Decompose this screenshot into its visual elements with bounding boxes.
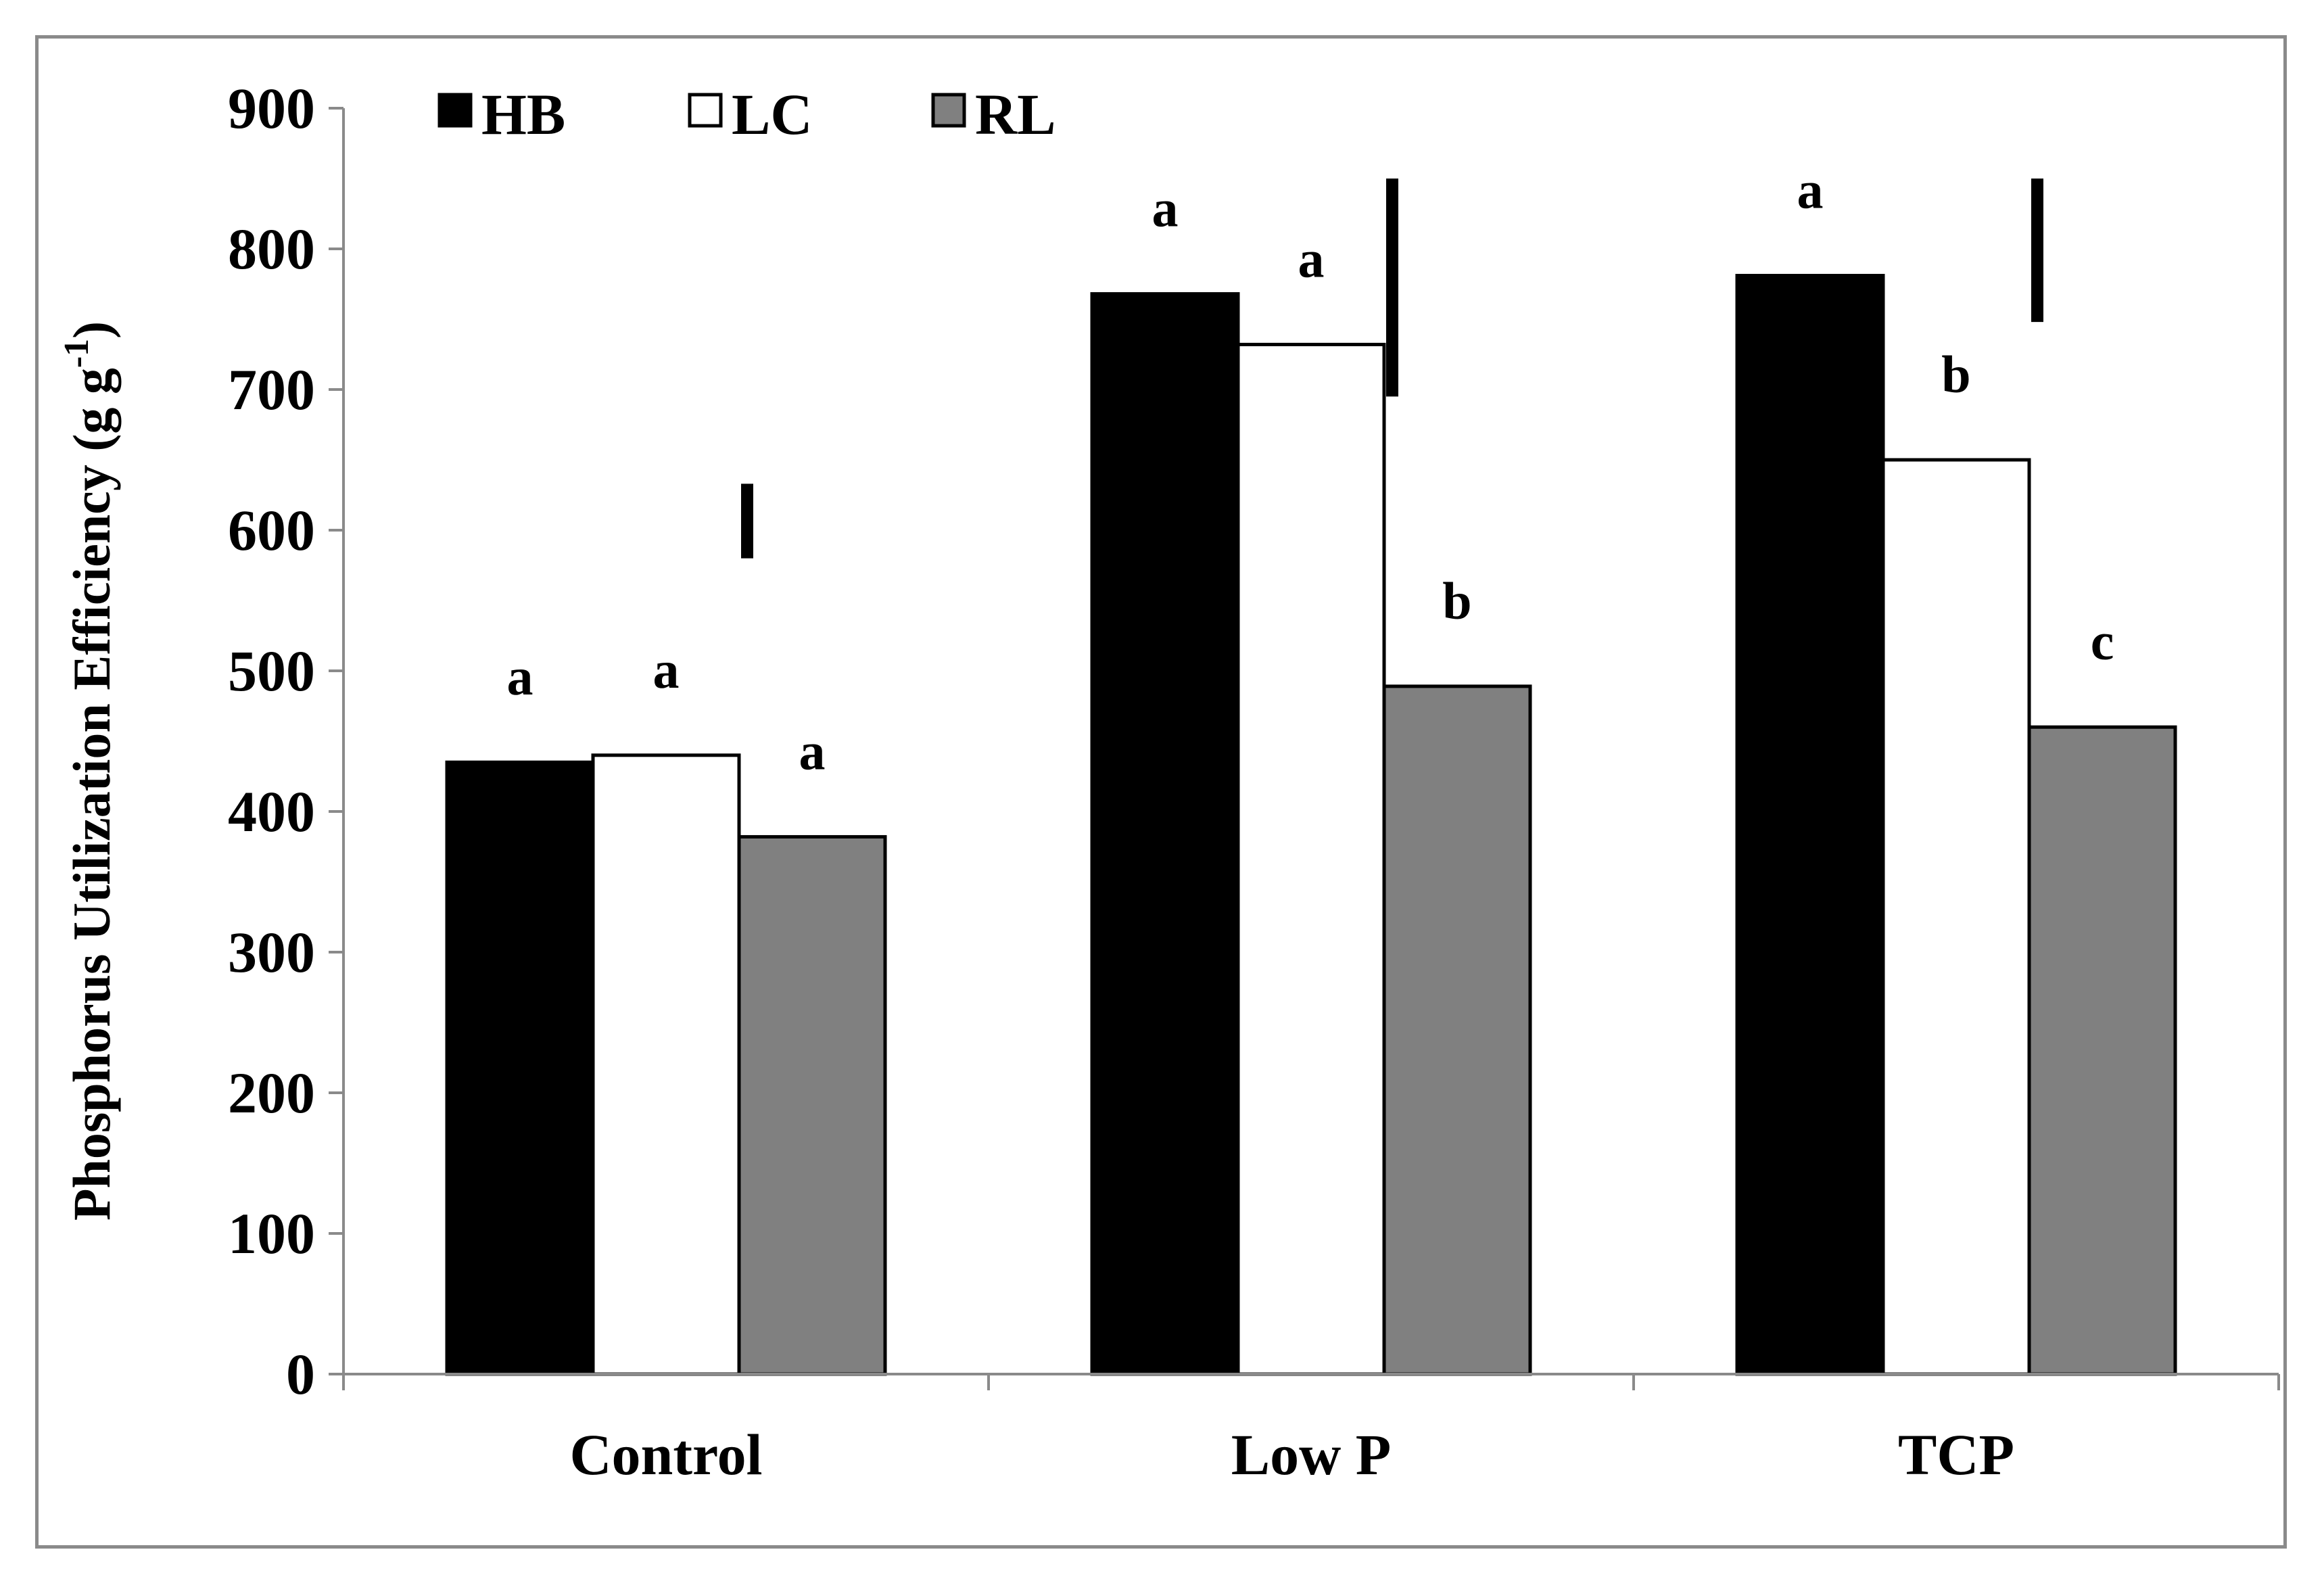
bar-rl-tcp: [2027, 725, 2177, 1376]
x-tick-label: Low P: [1231, 1422, 1392, 1487]
legend-label-hb: HB: [481, 82, 565, 147]
bar-rl-low-p: [1382, 684, 1532, 1376]
y-axis-title: Phosphorus Utilization Efficiency (g g-1…: [57, 321, 121, 1221]
x-axis-labels: Control Low P TCP: [569, 1422, 2014, 1487]
y-tick-label: 700: [228, 357, 315, 422]
significance-letter: b: [1941, 345, 1970, 404]
x-tick-label: TCP: [1898, 1422, 2014, 1487]
error-bars: [741, 179, 2043, 559]
legend-label-rl: RL: [975, 82, 1056, 147]
bar-hb-control: [445, 760, 595, 1376]
bar-lc-low-p: [1236, 342, 1386, 1376]
y-tick-label: 800: [228, 216, 315, 281]
bar-hb-low-p: [1090, 292, 1240, 1376]
bar-lc-control: [591, 753, 741, 1376]
y-tick-label: 500: [228, 638, 315, 703]
y-tick-label: 0: [286, 1342, 315, 1407]
significance-letters: a a a a a b a b c: [507, 161, 2114, 781]
legend-swatch-rl: [931, 93, 966, 128]
bar-rl-control: [737, 834, 887, 1376]
y-tick-label: 400: [228, 779, 315, 844]
y-tick-label: 200: [228, 1060, 315, 1125]
y-axis-ticks: 0 100 200 300 400 500 600 700 800 900: [228, 76, 343, 1407]
y-tick-label: 300: [228, 920, 315, 985]
legend-label-lc: LC: [732, 82, 812, 147]
y-tick-label: 900: [228, 76, 315, 141]
significance-letter: a: [1152, 179, 1179, 238]
significance-letter: a: [653, 640, 680, 699]
significance-letter: a: [507, 647, 533, 706]
y-tick-label: 100: [228, 1201, 315, 1266]
significance-letter: c: [2091, 612, 2114, 671]
legend: HB LC RL: [437, 82, 1056, 147]
significance-letter: a: [1797, 161, 1824, 220]
x-tick-label: Control: [569, 1422, 762, 1487]
significance-letter: b: [1442, 571, 1471, 630]
bars: [445, 274, 2177, 1376]
significance-letter: a: [799, 722, 826, 780]
legend-swatch-lc: [688, 93, 723, 128]
bar-hb-tcp: [1735, 274, 1885, 1376]
legend-swatch-hb: [437, 93, 473, 128]
bar-lc-tcp: [1881, 458, 2031, 1376]
axes: [342, 108, 2280, 1390]
y-tick-label: 600: [228, 498, 315, 563]
significance-letter: a: [1298, 229, 1325, 288]
